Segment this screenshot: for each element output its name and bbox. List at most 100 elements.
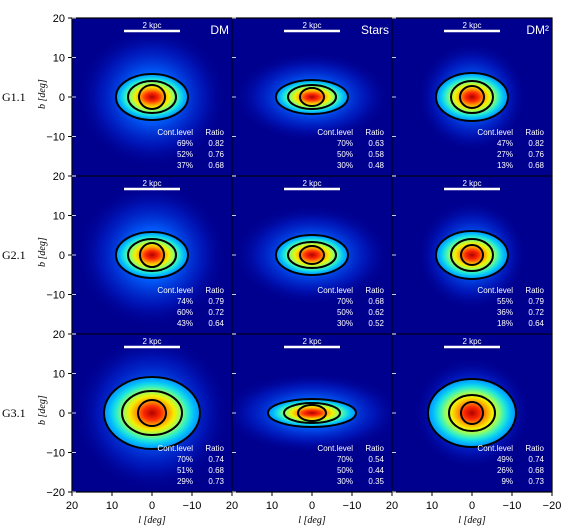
contour-1 [275, 79, 349, 115]
cont-level-value: 50% [337, 466, 353, 475]
y-tick-label: −10 [46, 132, 65, 144]
ratio-value: 0.64 [208, 319, 224, 328]
ratio-value: 0.76 [528, 150, 544, 159]
y-tick-label: 0 [59, 250, 65, 262]
contour-1 [435, 72, 509, 122]
panel-G3-1-dm: 2 kpc Cont.level Ratio 70% 0.74 51% 0.68 29% 0.7… [71, 333, 233, 493]
table-header-ratio: Ratio [205, 444, 224, 453]
density-core [115, 231, 189, 279]
y-tick-label: −10 [46, 448, 65, 460]
panel-G1-1-stars: 2 kpc Stars Cont.level Ratio 70% 0.63 50% 0.58 3… [231, 17, 393, 177]
y-tick-label: 0 [59, 408, 65, 420]
y-tick-label: 0 [59, 92, 65, 104]
cont-level-value: 30% [337, 319, 353, 328]
density-core [275, 234, 349, 276]
contour-3 [139, 242, 165, 268]
cont-level-value: 9% [501, 477, 513, 486]
density-core [115, 73, 189, 121]
panel-G3-1-dm2: 2 kpc Cont.level Ratio 49% 0.74 26% 0.68 9% 0.73 [391, 333, 553, 493]
ratio-value: 0.72 [208, 308, 224, 317]
contour-2 [127, 238, 177, 272]
contour-1 [275, 234, 349, 276]
cont-level-value: 30% [337, 161, 353, 170]
density-core [435, 72, 509, 122]
x-tick-label: 0 [469, 500, 475, 512]
table-header-level: Cont.level [157, 444, 193, 453]
ratio-value: 0.74 [208, 455, 224, 464]
x-tick-label: −10 [183, 500, 202, 512]
contour-1 [427, 378, 517, 448]
scalebar-label: 2 kpc [462, 337, 481, 346]
cont-level-value: 60% [177, 308, 193, 317]
row-label: G1.1 [2, 90, 26, 104]
ratio-value: 0.79 [208, 297, 224, 306]
ratio-value: 0.63 [368, 139, 384, 148]
contour-2 [448, 394, 496, 432]
x-tick-label: −10 [503, 500, 522, 512]
ratio-value: 0.68 [208, 466, 224, 475]
table-header-level: Cont.level [477, 444, 513, 453]
contour-3 [459, 85, 485, 109]
scalebar-label: 2 kpc [302, 21, 321, 30]
contour-3 [137, 399, 167, 427]
table-header-ratio: Ratio [525, 444, 544, 453]
x-tick-label: 20 [386, 500, 398, 512]
ratio-value: 0.58 [368, 150, 384, 159]
column-title: Stars [361, 23, 389, 37]
scalebar-label: 2 kpc [142, 21, 161, 30]
ratio-value: 0.73 [208, 477, 224, 486]
x-tick-label: 20 [66, 500, 78, 512]
density-core [435, 230, 509, 280]
table-header-ratio: Ratio [365, 128, 384, 137]
column-title: DM [210, 23, 229, 37]
panel-G2-1-dm2: 2 kpc Cont.level Ratio 55% 0.79 36% 0.72 18% 0.6… [391, 175, 553, 335]
contour-2 [450, 80, 494, 114]
cont-level-value: 74% [177, 297, 193, 306]
panel-G2-1-stars: 2 kpc Cont.level Ratio 70% 0.68 50% 0.62 30% 0.5… [231, 175, 393, 335]
row-label: G3.1 [2, 406, 26, 420]
contour-3 [299, 87, 325, 107]
cont-level-value: 43% [177, 319, 193, 328]
scalebar-label: 2 kpc [302, 337, 321, 346]
cont-level-value: 69% [177, 139, 193, 148]
ratio-value: 0.68 [528, 161, 544, 170]
cont-level-value: 27% [497, 150, 513, 159]
ratio-value: 0.68 [208, 161, 224, 170]
table-header-ratio: Ratio [525, 286, 544, 295]
table-header-level: Cont.level [157, 128, 193, 137]
cont-level-value: 70% [337, 139, 353, 148]
cont-level-value: 30% [337, 477, 353, 486]
x-tick-label: 0 [309, 500, 315, 512]
contour-3 [460, 401, 484, 425]
contour-1 [115, 73, 189, 121]
ratio-value: 0.74 [528, 455, 544, 464]
x-tick-label: −20 [543, 500, 562, 512]
ratio-value: 0.52 [368, 319, 384, 328]
cont-level-value: 70% [337, 297, 353, 306]
cont-level-value: 70% [337, 455, 353, 464]
ratio-value: 0.82 [208, 139, 224, 148]
ratio-value: 0.48 [368, 161, 384, 170]
ratio-value: 0.62 [368, 308, 384, 317]
table-header-ratio: Ratio [205, 128, 224, 137]
table-header-level: Cont.level [477, 128, 513, 137]
density-core [103, 376, 201, 450]
cont-level-value: 51% [177, 466, 193, 475]
panel-G2-1-dm: 2 kpc Cont.level Ratio 74% 0.79 60% 0.72 43% 0.6… [71, 175, 233, 335]
table-header-ratio: Ratio [205, 286, 224, 295]
ratio-value: 0.68 [368, 297, 384, 306]
y-tick-label: 10 [53, 369, 65, 381]
ratio-value: 0.72 [528, 308, 544, 317]
x-axis-label: l [deg] [458, 515, 486, 526]
table-header-level: Cont.level [317, 444, 353, 453]
column-title: DM² [526, 23, 549, 37]
x-tick-label: 0 [149, 500, 155, 512]
panel-G1-1-dm: 2 kpc DM Cont.level Ratio 69% 0.82 52% 0.76 37% 0… [71, 17, 233, 177]
cont-level-value: 50% [337, 150, 353, 159]
scalebar-label: 2 kpc [142, 179, 161, 188]
contour-1 [267, 398, 357, 428]
panel-G3-1-stars: 2 kpc Cont.level Ratio 70% 0.54 50% 0.44 30% 0.3… [231, 333, 393, 493]
x-tick-label: 10 [266, 500, 278, 512]
table-header-ratio: Ratio [525, 128, 544, 137]
